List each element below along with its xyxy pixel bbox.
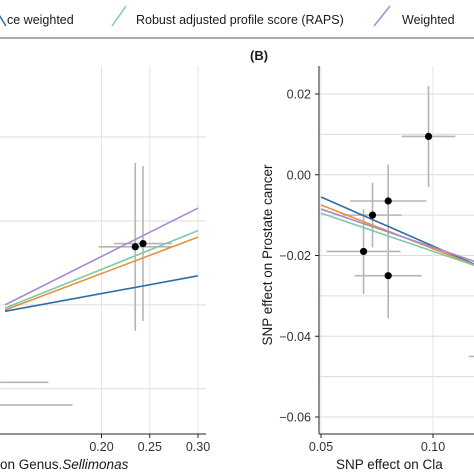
x-tick-label: 0.30 bbox=[186, 440, 210, 454]
legend-label-ivw: ce weighted bbox=[7, 13, 74, 27]
panel-b: (B) 0.02 0.00 −0.02 −0.04 −0.06 0.05 0.10 SNP… bbox=[250, 48, 474, 472]
panel-a-fit-lines bbox=[4, 207, 199, 313]
panel-b-points bbox=[359, 132, 433, 280]
y-tick-label: −0.02 bbox=[279, 249, 311, 263]
data-point bbox=[424, 132, 433, 140]
panel-b-x-label: SNP effect on Cla bbox=[336, 457, 443, 472]
fit-line bbox=[4, 275, 199, 313]
fit-line bbox=[4, 236, 199, 311]
panel-b-y-ticks: 0.02 0.00 −0.02 −0.04 −0.06 bbox=[279, 88, 319, 425]
legend-key-ivw bbox=[0, 14, 7, 27]
panel-a-x-label: on Genus.Sellimonas bbox=[0, 457, 129, 472]
fit-line bbox=[320, 208, 474, 263]
x-tick-label: 0.20 bbox=[89, 440, 113, 454]
data-point bbox=[368, 211, 377, 219]
legend-label-weighted: Weighted bbox=[402, 13, 455, 27]
x-tick-label: 0.10 bbox=[421, 440, 445, 454]
data-point bbox=[131, 243, 139, 251]
panel-b-x-ticks: 0.05 0.10 bbox=[309, 434, 445, 454]
data-point bbox=[384, 197, 392, 205]
panel-a-x-label-prefix: on Genus. bbox=[0, 457, 62, 472]
x-tick-label: 0.25 bbox=[138, 440, 162, 454]
fit-line bbox=[4, 207, 199, 306]
panel-a-grid bbox=[0, 66, 206, 434]
legend-key-weighted bbox=[373, 5, 391, 27]
panel-a-x-ticks: 0.20 0.25 0.30 bbox=[89, 434, 210, 454]
data-point bbox=[359, 247, 368, 256]
fit-line bbox=[320, 196, 474, 265]
data-point bbox=[384, 272, 392, 280]
panel-a: 0.20 0.25 0.30 on Genus.Sellimonas bbox=[0, 66, 210, 472]
legend-label-raps: Robust adjusted profile score (RAPS) bbox=[136, 13, 344, 27]
legend: ce weighted Robust adjusted profile scor… bbox=[0, 0, 474, 39]
panel-a-x-label-italic: Sellimonas bbox=[62, 457, 128, 472]
fit-line bbox=[320, 212, 474, 267]
panel-b-fit-lines bbox=[320, 196, 474, 267]
y-tick-label: 0.00 bbox=[287, 168, 311, 182]
panel-b-y-label: SNP effect on Prostate cancer bbox=[260, 164, 275, 346]
panel-a-points bbox=[131, 239, 147, 251]
legend-key-raps bbox=[111, 5, 127, 27]
y-tick-label: 0.02 bbox=[287, 88, 311, 102]
data-point bbox=[139, 239, 147, 248]
legend-box bbox=[0, 0, 474, 39]
y-tick-label: −0.06 bbox=[279, 411, 311, 425]
fit-line bbox=[4, 229, 199, 309]
x-tick-label: 0.05 bbox=[309, 440, 333, 454]
y-tick-label: −0.04 bbox=[279, 330, 311, 344]
panel-b-label: (B) bbox=[250, 48, 268, 63]
